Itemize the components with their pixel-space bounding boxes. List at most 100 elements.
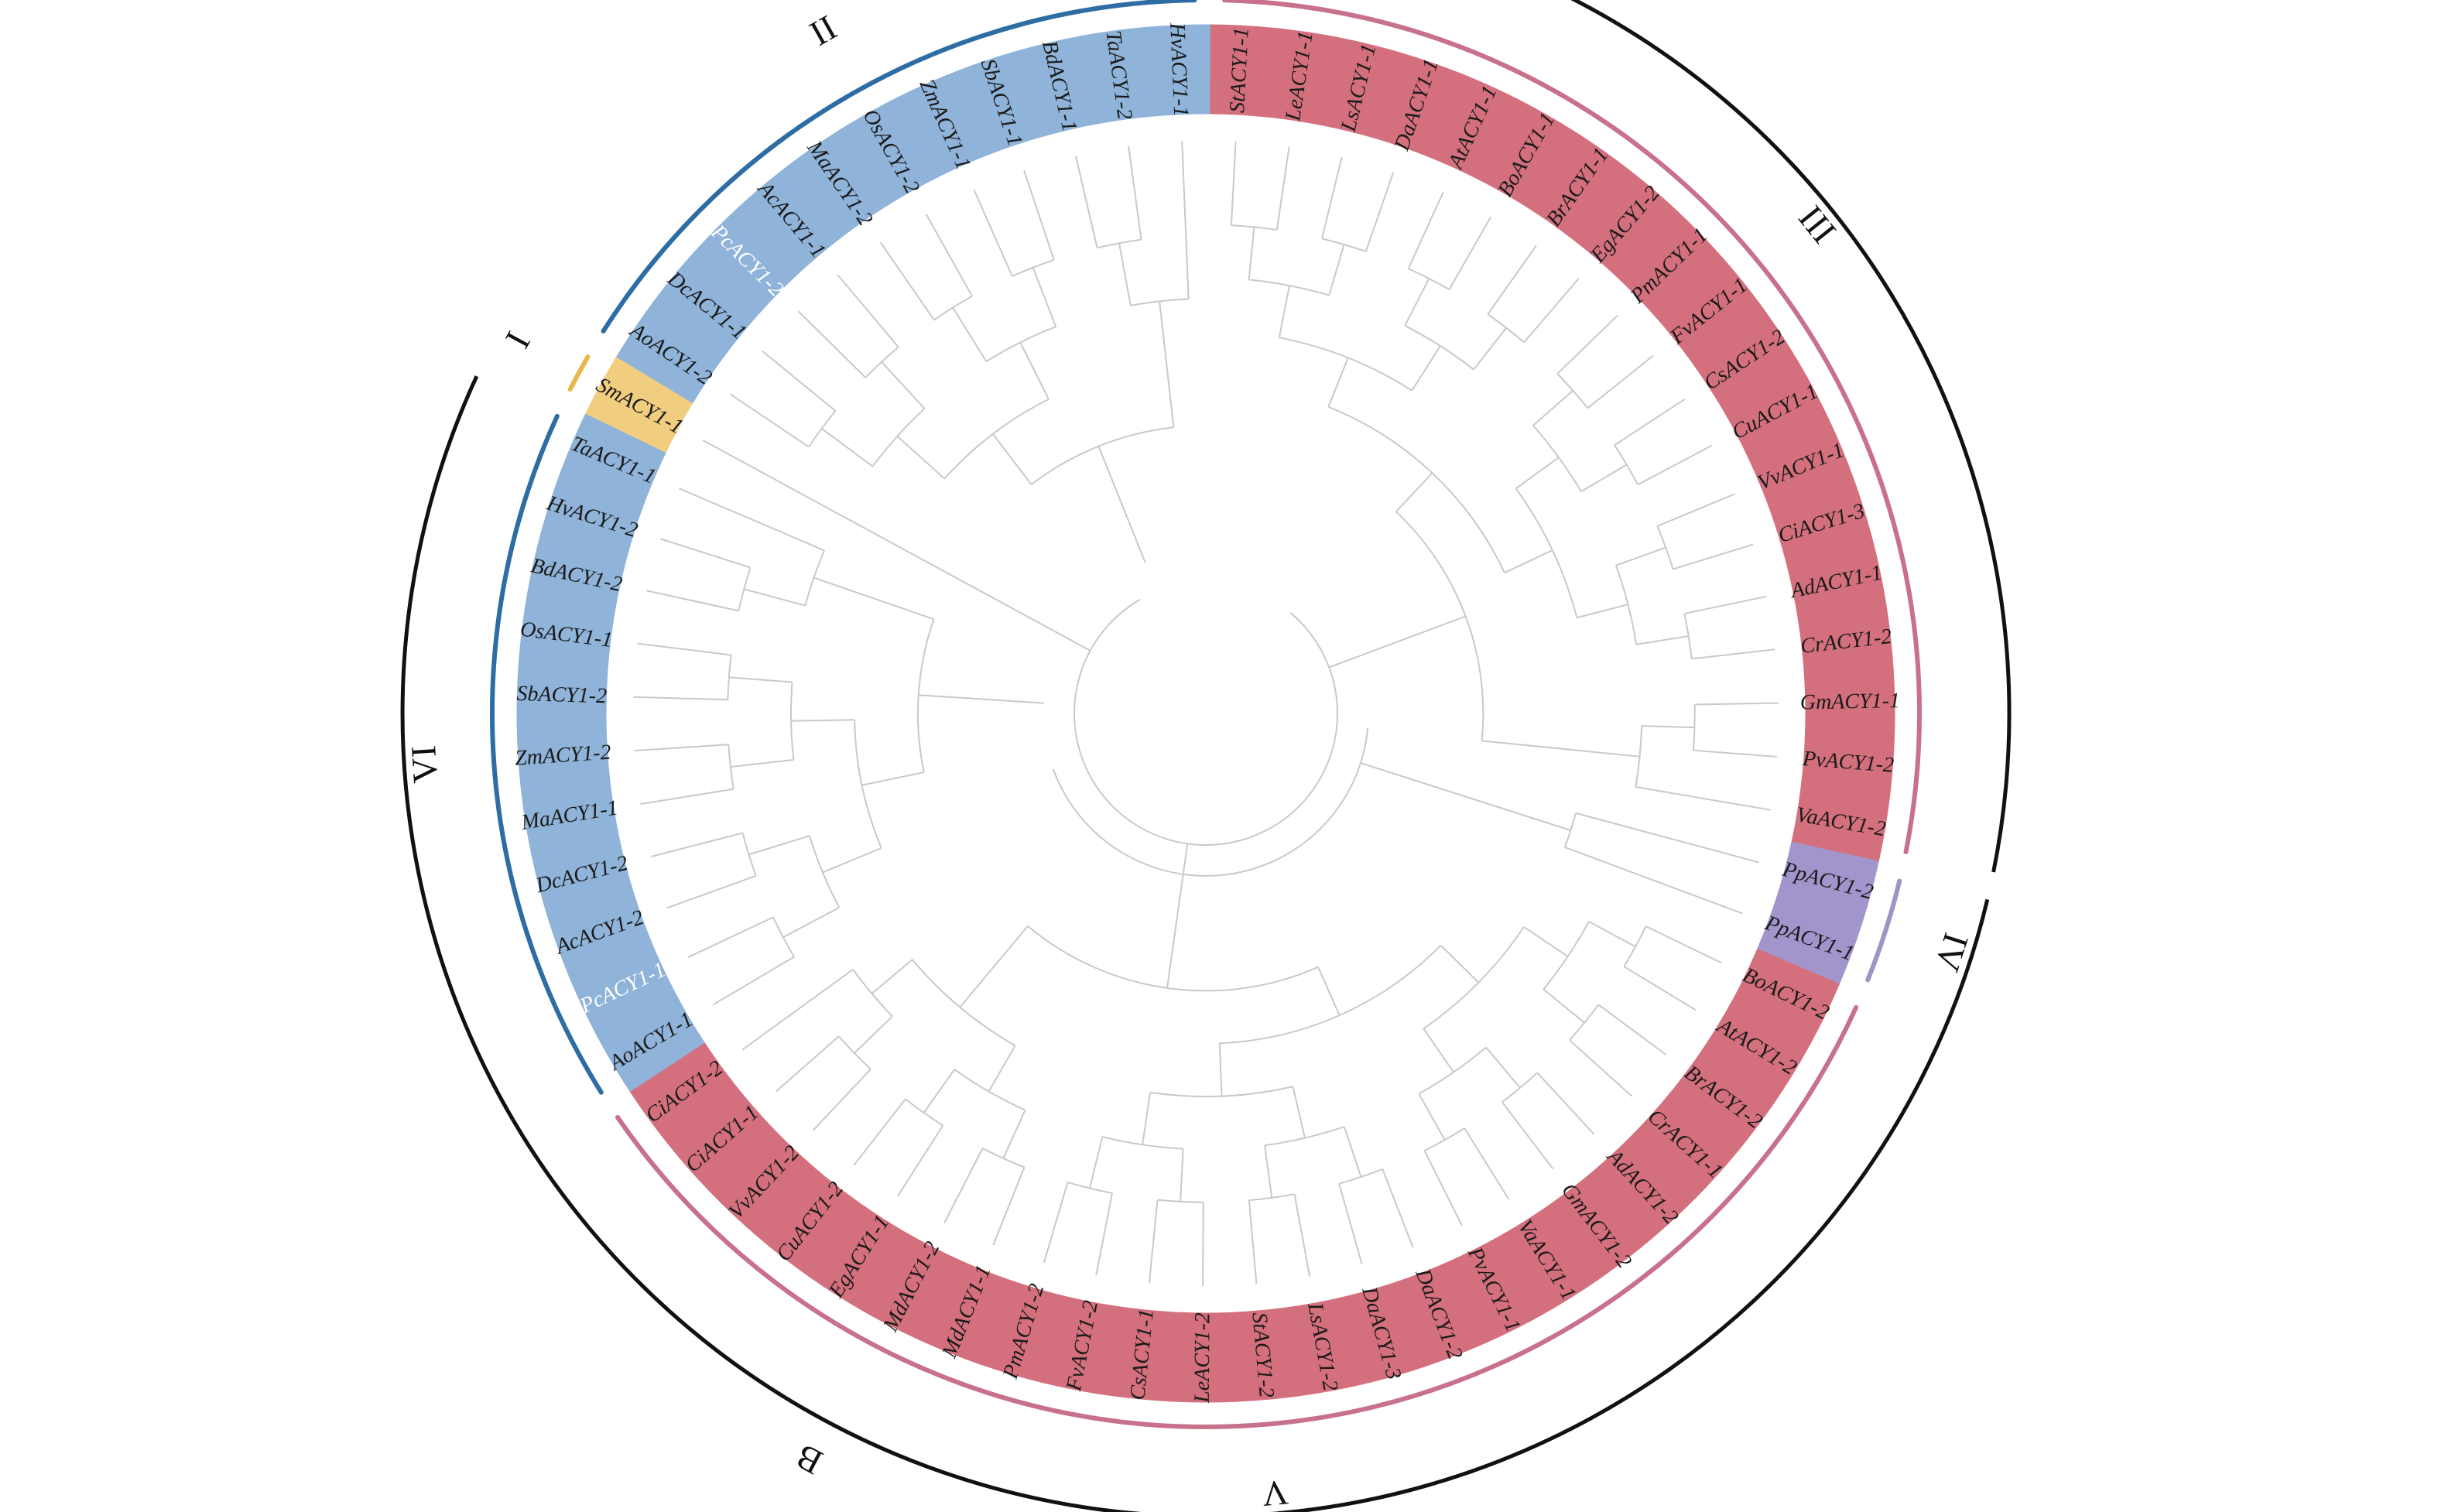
branch-arc xyxy=(1532,425,1582,492)
branch-arc xyxy=(808,835,841,908)
branch-line xyxy=(1615,546,1666,566)
taxon-label: StACY1-1 xyxy=(1225,27,1254,114)
branch-arc xyxy=(808,410,837,448)
clade-arc-iii xyxy=(1222,0,1923,854)
branch-line xyxy=(1440,945,1479,983)
outer-arc-b xyxy=(400,375,1990,1512)
ring-segment-hvacy1-1 xyxy=(1144,24,1210,117)
branch-arc xyxy=(1418,1046,1487,1095)
branch-arc xyxy=(1408,268,1450,290)
branch-line xyxy=(1532,390,1573,426)
branch-line xyxy=(1673,543,1754,570)
clade-label-i: I xyxy=(498,325,538,354)
branch-arc xyxy=(772,916,795,958)
branch-arc xyxy=(1683,613,1693,659)
branch-line xyxy=(1623,966,1697,1011)
branch-line xyxy=(1575,812,1759,864)
branch-line xyxy=(640,788,734,806)
branch-line xyxy=(1485,1046,1521,1089)
outer-group-label-b: B xyxy=(789,1436,829,1482)
branch-line xyxy=(1181,141,1190,299)
root-arc-inner xyxy=(1052,727,1369,877)
branch-line xyxy=(1089,1136,1104,1189)
branch-line xyxy=(1481,740,1640,758)
branch-line xyxy=(1248,1200,1258,1285)
branch-arc xyxy=(838,1035,871,1070)
branch-line xyxy=(897,1124,944,1197)
branch-arc xyxy=(852,969,893,1018)
branch-line xyxy=(730,393,810,448)
branch-line xyxy=(992,1167,1026,1246)
branch-arc xyxy=(1543,921,1590,990)
branch-line xyxy=(881,361,926,409)
branch-arc xyxy=(1515,487,1578,618)
branch-arc xyxy=(1067,1181,1113,1194)
branch-line xyxy=(1693,749,1777,758)
branch-line xyxy=(1365,172,1395,252)
clade-arc-vi xyxy=(489,413,604,1095)
branch-line xyxy=(1642,725,1695,729)
branch-line xyxy=(1343,1126,1362,1178)
branch-line xyxy=(666,874,757,909)
branch-line xyxy=(712,956,795,1006)
branch-line xyxy=(879,241,935,321)
branch-line xyxy=(861,771,925,786)
branch-line xyxy=(1095,1192,1113,1276)
taxa-ring xyxy=(516,24,1895,1403)
branch-line xyxy=(822,847,882,874)
branch-arc xyxy=(1321,238,1367,253)
clade-root-branch xyxy=(1360,762,1571,831)
branch-line xyxy=(1328,244,1345,296)
branch-line xyxy=(1148,1199,1159,1284)
branch-line xyxy=(1684,595,1767,614)
branch-line xyxy=(1159,301,1175,428)
branch-arc xyxy=(1623,925,1647,967)
branch-line xyxy=(1180,1148,1184,1202)
branch-line xyxy=(1404,278,1430,327)
branch-line xyxy=(1645,925,1722,964)
branch-line xyxy=(1536,1072,1595,1135)
branch-arc xyxy=(1328,405,1505,573)
branch-arc xyxy=(1102,1136,1183,1150)
branch-line xyxy=(943,1148,984,1223)
branch-arc xyxy=(1556,373,1589,409)
branch-line xyxy=(959,925,1029,1008)
branch-line xyxy=(1614,399,1686,446)
branch-line xyxy=(1588,920,1636,948)
clade-arcs xyxy=(489,0,1923,1429)
outer-group-arcs xyxy=(400,0,2012,1512)
branch-arc xyxy=(943,399,1050,480)
branch-arc xyxy=(741,833,757,877)
branch-line xyxy=(812,1069,871,1131)
branch-line xyxy=(744,588,806,607)
clade-arc-iv xyxy=(1865,878,1902,983)
branch-line xyxy=(1556,314,1618,375)
taxon-label: GmACY1-1 xyxy=(1800,689,1901,714)
branch-line xyxy=(871,959,913,994)
branch-line xyxy=(1218,1043,1223,1096)
branch-line xyxy=(1278,285,1290,338)
branch-line xyxy=(797,310,866,378)
clade-label-iii: III xyxy=(1791,198,1844,251)
branch-line xyxy=(854,1015,893,1054)
branch-line xyxy=(1317,966,1341,1016)
outer-arc-a xyxy=(1570,0,2012,873)
branch-arc xyxy=(1130,298,1189,306)
branch-arc xyxy=(954,1069,1026,1111)
branch-line xyxy=(782,907,840,939)
branch-line xyxy=(1118,243,1132,306)
clade-arc-ii xyxy=(601,0,1197,334)
clade-arc-i xyxy=(567,354,591,392)
branch-line xyxy=(1487,245,1537,315)
branch-line xyxy=(1657,493,1735,527)
branch-line xyxy=(853,1098,906,1166)
branch-arc xyxy=(905,1098,943,1127)
branch-arc xyxy=(871,408,926,467)
taxon-label: LeACY1-2 xyxy=(1190,1312,1215,1404)
branch-line xyxy=(1407,192,1444,269)
branch-arc xyxy=(1569,1004,1600,1041)
branch-line xyxy=(1327,357,1349,408)
branch-line xyxy=(837,274,899,348)
